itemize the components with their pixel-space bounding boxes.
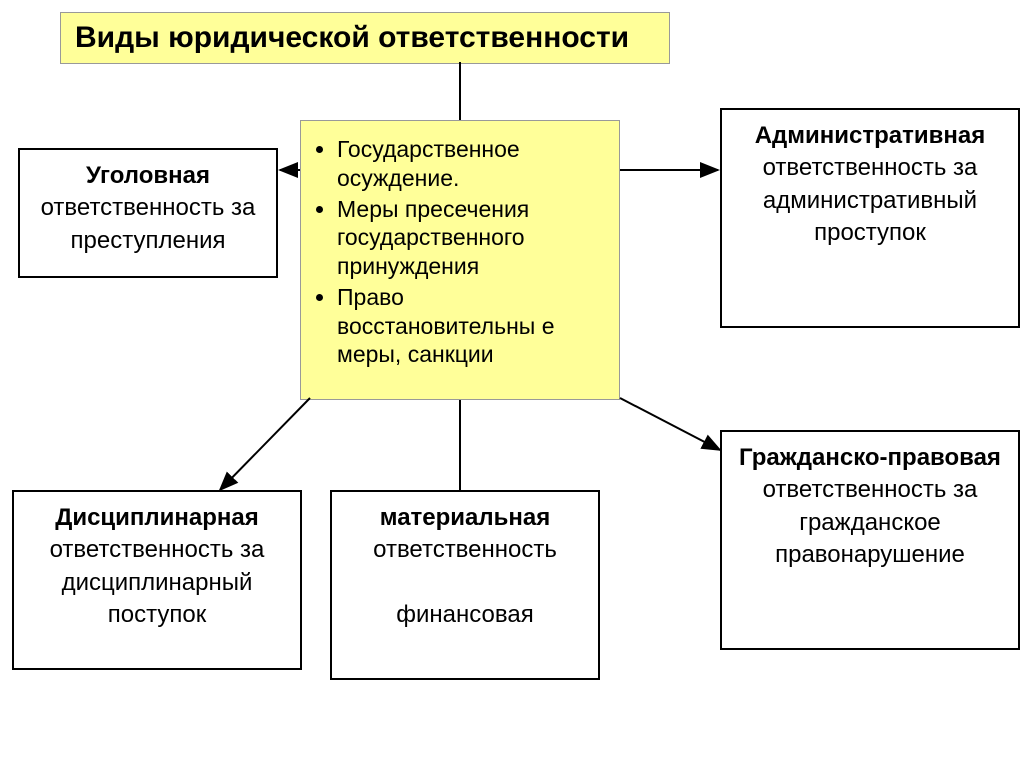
- node-criminal-text: ответственность за преступления: [41, 194, 256, 253]
- node-disciplinary-title: Дисциплинарная: [55, 504, 259, 531]
- node-material-text: ответственность: [373, 536, 557, 563]
- node-disciplinary: Дисциплинарная ответственность за дисцип…: [12, 490, 302, 670]
- node-material: материальная ответственность финансовая: [330, 490, 600, 680]
- center-item: Право восстановительны е меры, санкции: [337, 283, 601, 369]
- node-administrative-text: ответственность за административный прос…: [763, 154, 978, 246]
- center-features-list: Государственное осуждение. Меры пресечен…: [337, 135, 601, 369]
- node-disciplinary-text: ответственность за дисциплинарный поступ…: [50, 536, 265, 628]
- diagram-title: Виды юридической ответственности: [60, 12, 670, 64]
- node-civil: Гражданско-правовая ответственность за г…: [720, 430, 1020, 650]
- center-item: Меры пресечения государственного принужд…: [337, 195, 601, 281]
- node-material-extra: финансовая: [396, 601, 533, 628]
- node-administrative-title: Административная: [755, 122, 986, 149]
- center-item: Государственное осуждение.: [337, 135, 601, 193]
- center-features-box: Государственное осуждение. Меры пресечен…: [300, 120, 620, 400]
- node-civil-text: ответственность за гражданское правонару…: [763, 476, 978, 568]
- node-criminal: Уголовная ответственность за преступлени…: [18, 148, 278, 278]
- node-civil-title: Гражданско-правовая: [739, 444, 1001, 471]
- node-material-title: материальная: [380, 504, 551, 531]
- node-criminal-title: Уголовная: [86, 162, 210, 189]
- node-administrative: Административная ответственность за адми…: [720, 108, 1020, 328]
